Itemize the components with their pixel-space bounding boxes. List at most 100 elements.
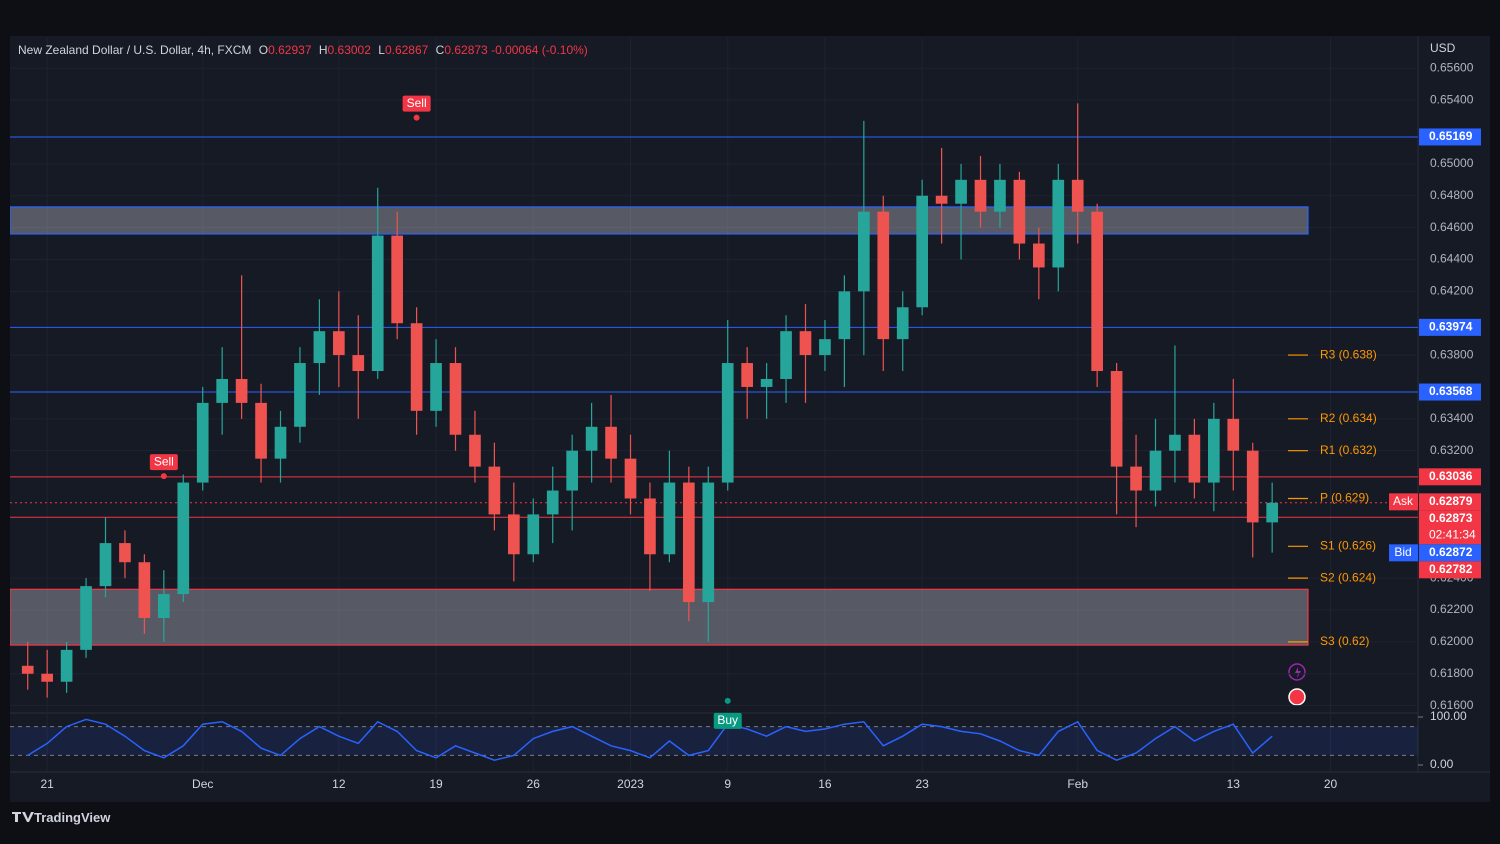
oscillator-tick-label: 100.00 — [1430, 709, 1467, 723]
price-change: -0.00064 (-0.10%) — [491, 43, 588, 57]
candle-body — [1266, 502, 1278, 523]
pivot-label: R2 (0.634) — [1320, 411, 1377, 425]
alert-bolt — [1295, 667, 1301, 678]
event-icon[interactable] — [1288, 688, 1306, 706]
candle-body — [1188, 434, 1201, 483]
signal-label: Sell — [154, 454, 174, 468]
pivot-label: R1 (0.632) — [1320, 443, 1377, 457]
candle-body — [391, 235, 403, 324]
y-tick-label: 0.61600 — [1430, 698, 1474, 712]
price-badge-box — [1419, 561, 1481, 579]
price-badge-box — [1419, 468, 1481, 486]
candle-body — [799, 331, 812, 356]
candle-body — [1052, 179, 1065, 268]
candle-body — [1246, 450, 1259, 523]
ohlc-key: O — [258, 43, 269, 57]
x-tick-label: 20 — [1324, 777, 1338, 791]
y-tick-label: 0.61800 — [1430, 666, 1474, 680]
price-badge: 0.63036 — [1419, 468, 1481, 486]
y-tick-label: 0.63200 — [1430, 443, 1474, 457]
y-tick-label: 0.63400 — [1430, 411, 1474, 425]
pivot-label: S2 (0.624) — [1320, 570, 1376, 584]
candle-body — [994, 179, 1006, 212]
x-tick-label: 21 — [40, 777, 54, 791]
ohlc-value: 0.62873 — [444, 43, 488, 57]
candle-body — [60, 649, 73, 682]
currency-label: USD — [1430, 41, 1456, 55]
candle-body — [1130, 466, 1142, 491]
x-tick-label: 12 — [332, 777, 346, 791]
candle-body — [430, 363, 442, 411]
price-badge: 0.63568 — [1419, 383, 1481, 401]
signal-badge — [713, 712, 742, 729]
pivot-label: S1 (0.626) — [1320, 538, 1376, 552]
candle-body — [585, 426, 598, 451]
candle-body — [138, 562, 151, 618]
pivot-label: P (0.629) — [1320, 491, 1369, 505]
price-badge-box — [1419, 493, 1481, 511]
oscillator-tick-label: 0.00 — [1430, 757, 1454, 771]
candle-body — [508, 514, 520, 555]
ohlc-key: H — [318, 43, 328, 57]
candle-body — [644, 498, 656, 555]
candle-body — [1149, 450, 1162, 491]
price-countdown: 02:41:34 — [1429, 528, 1476, 542]
pivot-label: R3 (0.638) — [1320, 347, 1377, 361]
y-tick-label: 0.62200 — [1430, 602, 1474, 616]
ohlc-key: L — [378, 43, 385, 57]
candle-body — [605, 426, 617, 459]
x-tick-label: 23 — [915, 777, 929, 791]
price-badge-value: 0.65169 — [1429, 129, 1473, 143]
alert-icon[interactable] — [1288, 663, 1306, 681]
candle-body — [624, 458, 637, 499]
price-badge-box — [1419, 510, 1481, 545]
signal-label: Sell — [407, 96, 427, 110]
candle-body — [1033, 243, 1045, 268]
price-badge-box — [1419, 318, 1481, 336]
candle-body — [819, 339, 831, 356]
y-tick-label: 0.65400 — [1430, 92, 1474, 106]
candle-body — [41, 673, 53, 682]
price-badge: 0.62782 — [1419, 561, 1481, 579]
candle-body — [196, 402, 209, 483]
candle-body — [858, 211, 870, 292]
candle-body — [235, 378, 248, 403]
brand-name: TradingView — [34, 810, 111, 825]
candle-body — [760, 378, 773, 387]
candle-body — [1071, 179, 1084, 212]
plot-area — [10, 67, 1418, 707]
y-tick-label: 0.64400 — [1430, 252, 1474, 266]
x-tick-label: 2023 — [617, 777, 644, 791]
symbol-legend: New Zealand Dollar / U.S. Dollar, 4h, FX… — [18, 43, 588, 57]
candle-body — [1227, 418, 1240, 451]
price-tag-box — [1389, 493, 1418, 511]
candle-body — [877, 211, 890, 340]
y-tick-label: 0.64800 — [1430, 188, 1474, 202]
price-badge-value: 0.63974 — [1429, 320, 1473, 334]
candle-body — [780, 331, 792, 379]
y-tick-label: 0.63800 — [1430, 347, 1474, 361]
ohlc-value: 0.62937 — [268, 43, 312, 57]
candle-body — [294, 363, 306, 427]
x-tick-label: 19 — [429, 777, 443, 791]
price-badge: 0.62879 Ask — [1389, 493, 1481, 511]
x-tick-label: 9 — [724, 777, 731, 791]
candle-body — [177, 482, 190, 595]
x-tick-label: 13 — [1227, 777, 1241, 791]
price-badge: 0.62873 02:41:34 — [1419, 510, 1481, 545]
oscillator-band — [10, 726, 1418, 756]
candle-body — [21, 665, 34, 674]
price-badge-box — [1419, 544, 1481, 562]
candle-body — [80, 586, 92, 650]
candle-body — [838, 291, 851, 340]
candle-body — [488, 466, 501, 515]
candle-body — [1208, 418, 1220, 483]
candle-body — [955, 179, 967, 204]
candle-body — [313, 331, 326, 364]
candle-body — [1013, 179, 1026, 244]
candle-body — [255, 402, 267, 459]
y-tick-label: 0.64600 — [1430, 220, 1474, 234]
candle-body — [99, 543, 112, 587]
ohlc-value: 0.62867 — [384, 43, 429, 57]
